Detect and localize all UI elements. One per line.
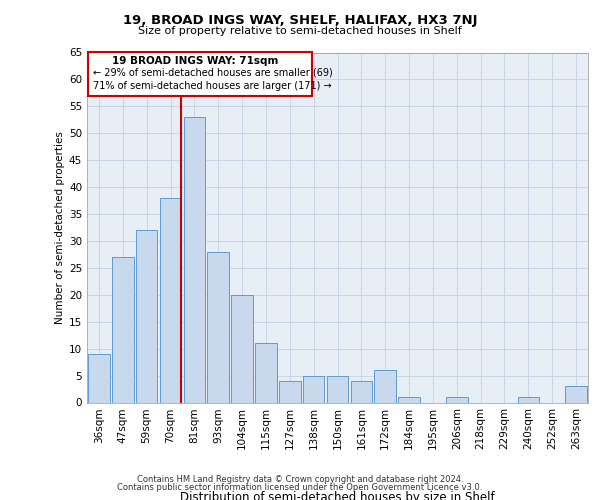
Bar <box>279 381 301 402</box>
Bar <box>518 397 539 402</box>
Text: Size of property relative to semi-detached houses in Shelf: Size of property relative to semi-detach… <box>138 26 462 36</box>
Text: 71% of semi-detached houses are larger (171) →: 71% of semi-detached houses are larger (… <box>93 81 332 91</box>
Bar <box>136 230 157 402</box>
X-axis label: Distribution of semi-detached houses by size in Shelf: Distribution of semi-detached houses by … <box>180 491 495 500</box>
Text: ← 29% of semi-detached houses are smaller (69): ← 29% of semi-detached houses are smalle… <box>93 68 333 78</box>
Bar <box>398 397 420 402</box>
Bar <box>184 117 205 403</box>
Text: Contains public sector information licensed under the Open Government Licence v3: Contains public sector information licen… <box>118 484 482 492</box>
Bar <box>374 370 396 402</box>
Y-axis label: Number of semi-detached properties: Number of semi-detached properties <box>55 131 65 324</box>
Bar <box>112 257 134 402</box>
Bar <box>565 386 587 402</box>
Bar <box>255 344 277 402</box>
Bar <box>350 381 372 402</box>
Bar <box>88 52 313 96</box>
Text: Contains HM Land Registry data © Crown copyright and database right 2024.: Contains HM Land Registry data © Crown c… <box>137 474 463 484</box>
Text: 19, BROAD INGS WAY, SHELF, HALIFAX, HX3 7NJ: 19, BROAD INGS WAY, SHELF, HALIFAX, HX3 … <box>123 14 477 27</box>
Bar <box>303 376 325 402</box>
Bar <box>88 354 110 403</box>
Bar <box>446 397 467 402</box>
Bar <box>208 252 229 402</box>
Text: 19 BROAD INGS WAY: 71sqm: 19 BROAD INGS WAY: 71sqm <box>112 56 279 66</box>
Bar <box>232 295 253 403</box>
Bar <box>160 198 181 402</box>
Bar <box>327 376 348 402</box>
